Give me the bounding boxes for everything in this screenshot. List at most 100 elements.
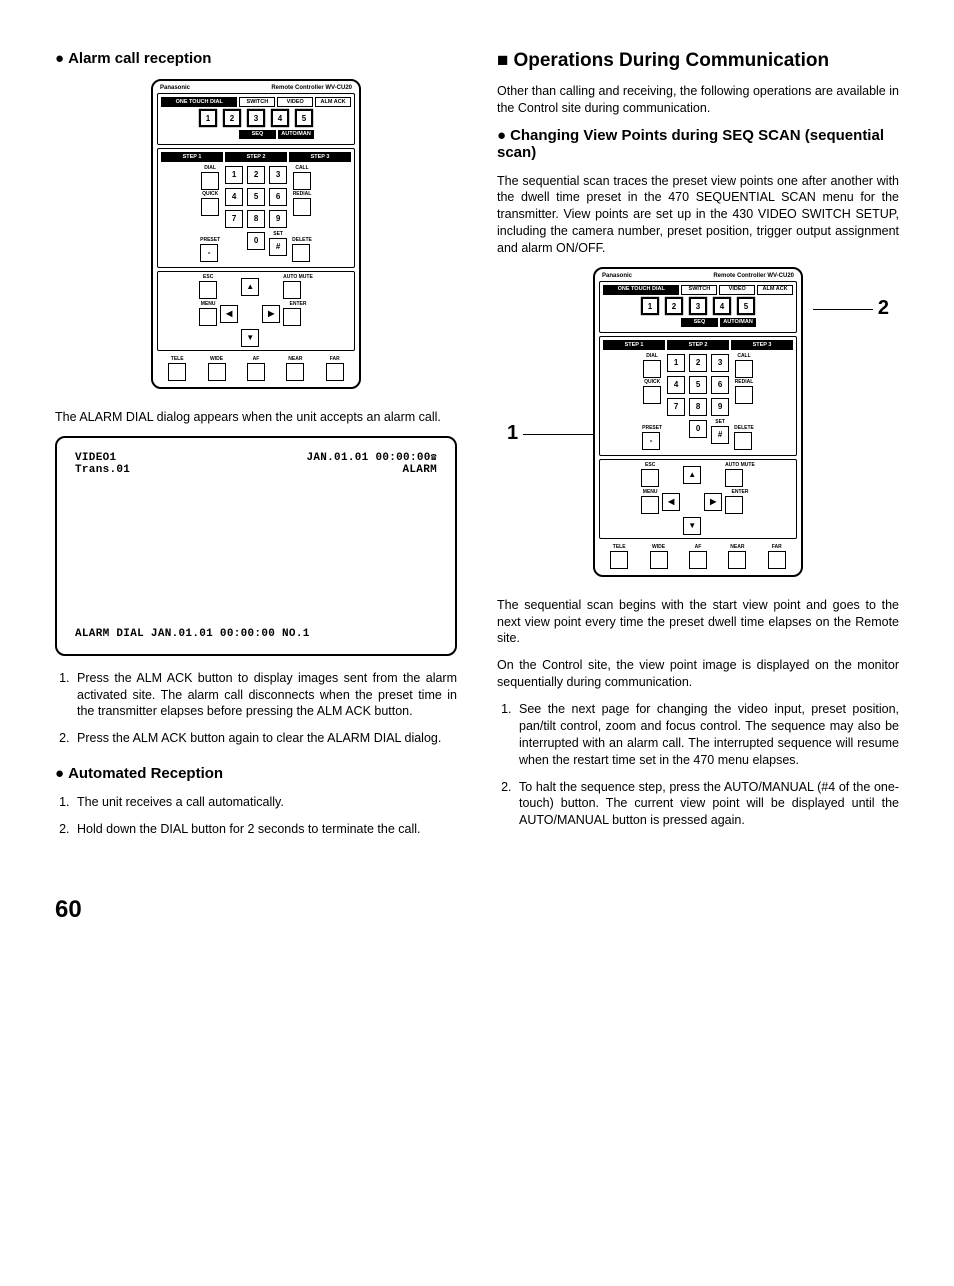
tab-video: VIDEO xyxy=(277,97,313,107)
tab-video: VIDEO xyxy=(719,285,755,295)
btn-delete xyxy=(292,244,310,262)
tab-step2: STEP 2 xyxy=(225,152,287,162)
tab-automan: AUTO/MAN xyxy=(278,130,315,140)
btn-5: 5 xyxy=(296,110,312,126)
btn-3: 3 xyxy=(690,298,706,314)
btn-dial xyxy=(201,172,219,190)
key-1: 1 xyxy=(667,354,685,372)
btn-wide xyxy=(208,363,226,381)
label-automute: AUTO MUTE xyxy=(725,463,755,468)
list-item: Press the ALM ACK button to display imag… xyxy=(73,670,457,721)
remote-model: Remote Controller WV-CU20 xyxy=(271,85,352,91)
label-call: CALL xyxy=(735,354,753,359)
arrow-up: ▲ xyxy=(683,466,701,484)
text-p4: On the Control site, the view point imag… xyxy=(497,657,899,691)
key-4: 4 xyxy=(667,376,685,394)
btn-enter xyxy=(283,308,301,326)
label-redial: REDIAL xyxy=(293,192,312,197)
btn-5: 5 xyxy=(738,298,754,314)
btn-3: 3 xyxy=(248,110,264,126)
label-enter: ENTER xyxy=(283,302,313,307)
btn-1: 1 xyxy=(200,110,216,126)
label-delete: DELETE xyxy=(734,426,754,431)
callout-1: 1 xyxy=(507,422,518,445)
remote-illustration-2: 1 2 Panasonic Remote Controller WV-CU20 … xyxy=(497,267,899,577)
tab-step3: STEP 3 xyxy=(731,340,793,350)
btn-automute xyxy=(725,469,743,487)
key-hash: # xyxy=(269,238,287,256)
list-item: To halt the sequence step, press the AUT… xyxy=(515,779,899,830)
dialog-trans: Trans.01 xyxy=(75,464,130,476)
key-9: 9 xyxy=(269,210,287,228)
callout-line-1 xyxy=(523,434,595,436)
list-item: Press the ALM ACK button again to clear … xyxy=(73,730,457,747)
btn-enter xyxy=(725,496,743,514)
alarm-dialog: VIDEO1 JAN.01.01 00:00:00 Trans.01 ALARM… xyxy=(55,436,457,656)
btn-esc xyxy=(641,469,659,487)
page-number: 60 xyxy=(55,896,899,924)
label-af: AF xyxy=(689,545,707,550)
arrow-left: ◀ xyxy=(662,493,680,511)
label-wide: WIDE xyxy=(208,357,226,362)
remote-illustration-1: Panasonic Remote Controller WV-CU20 ONE … xyxy=(55,79,457,389)
btn-preset: - xyxy=(200,244,218,262)
label-automute: AUTO MUTE xyxy=(283,275,313,280)
label-near: NEAR xyxy=(728,545,746,550)
btn-2: 2 xyxy=(666,298,682,314)
key-3: 3 xyxy=(711,354,729,372)
tab-step1: STEP 1 xyxy=(603,340,665,350)
key-5: 5 xyxy=(689,376,707,394)
key-2: 2 xyxy=(247,166,265,184)
key-2: 2 xyxy=(689,354,707,372)
tab-almack: ALM ACK xyxy=(757,285,793,295)
label-tele: TELE xyxy=(168,357,186,362)
btn-1: 1 xyxy=(642,298,658,314)
tab-onetouch: ONE TOUCH DIAL xyxy=(161,97,237,107)
key-4: 4 xyxy=(225,188,243,206)
label-menu: MENU xyxy=(641,490,659,495)
btn-redial xyxy=(735,386,753,404)
key-hash: # xyxy=(711,426,729,444)
btn-dial xyxy=(643,360,661,378)
label-preset: PRESET xyxy=(200,238,220,243)
label-enter: ENTER xyxy=(725,490,755,495)
key-5: 5 xyxy=(247,188,265,206)
callout-2: 2 xyxy=(878,297,889,320)
key-9: 9 xyxy=(711,398,729,416)
btn-call xyxy=(293,172,311,190)
text-p3: The sequential scan begins with the star… xyxy=(497,597,899,648)
key-1: 1 xyxy=(225,166,243,184)
dialog-video: VIDEO1 xyxy=(75,452,116,464)
key-0: 0 xyxy=(689,420,707,438)
label-near: NEAR xyxy=(286,357,304,362)
key-7: 7 xyxy=(225,210,243,228)
remote-model: Remote Controller WV-CU20 xyxy=(713,273,794,279)
dialog-alarm: ALARM xyxy=(402,464,437,476)
btn-far xyxy=(768,551,786,569)
btn-automute xyxy=(283,281,301,299)
label-wide: WIDE xyxy=(650,545,668,550)
label-esc: ESC xyxy=(199,275,217,280)
btn-preset: - xyxy=(642,432,660,450)
list-seq-steps: See the next page for changing the video… xyxy=(497,701,899,829)
phone-icon xyxy=(431,452,437,464)
btn-redial xyxy=(293,198,311,216)
list-item: The unit receives a call automatically. xyxy=(73,794,457,811)
btn-near xyxy=(286,363,304,381)
callout-line-2 xyxy=(813,309,873,311)
btn-call xyxy=(735,360,753,378)
list-automated: The unit receives a call automatically. … xyxy=(55,794,457,838)
tab-seq: SEQ xyxy=(681,318,718,328)
tab-almack: ALM ACK xyxy=(315,97,351,107)
arrow-up: ▲ xyxy=(241,278,259,296)
arrow-down: ▼ xyxy=(683,517,701,535)
btn-far xyxy=(326,363,344,381)
label-set: SET xyxy=(269,232,287,237)
arrow-down: ▼ xyxy=(241,329,259,347)
btn-quick xyxy=(643,386,661,404)
btn-menu xyxy=(641,496,659,514)
label-dial: DIAL xyxy=(643,354,661,359)
btn-af xyxy=(689,551,707,569)
btn-af xyxy=(247,363,265,381)
heading-alarm-call: Alarm call reception xyxy=(55,50,457,67)
